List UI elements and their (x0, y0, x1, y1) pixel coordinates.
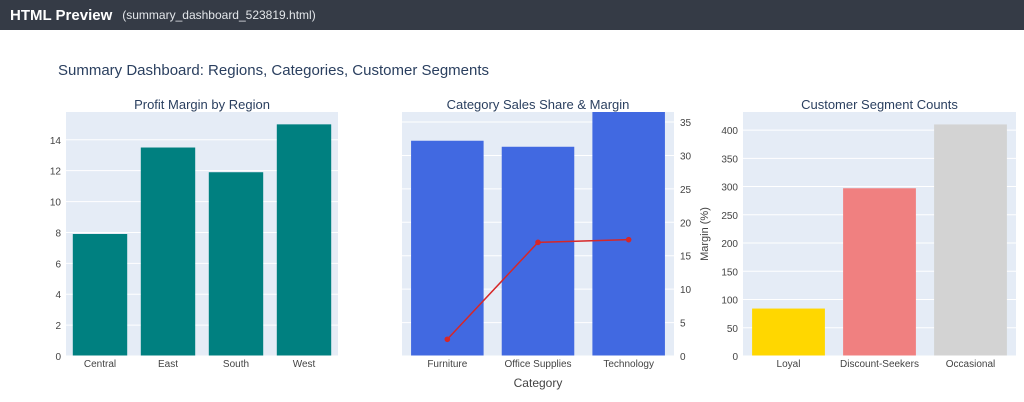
app-title: HTML Preview (10, 6, 113, 24)
y2-tick-label: 20 (680, 218, 692, 229)
x-tick-label: South (223, 359, 249, 370)
x-tick-label: Technology (603, 359, 654, 370)
y2-tick-label: 15 (680, 252, 692, 263)
y-tick-label: 8 (55, 228, 61, 239)
x-tick-label: Loyal (777, 359, 801, 370)
bar-occasional (934, 124, 1007, 356)
bar-office-supplies (501, 146, 575, 356)
y-tick-label: 12 (50, 167, 62, 178)
x-tick-label: West (293, 359, 316, 370)
margin-point-technology (625, 236, 632, 243)
y-tick-label: 50 (727, 324, 739, 335)
file-name: (summary_dashboard_523819.html) (122, 8, 316, 22)
y-tick-label: 0 (55, 352, 61, 363)
x-tick-label: East (158, 359, 178, 370)
y-tick-label: 4 (55, 290, 61, 301)
bar-central (72, 234, 128, 356)
y2-tick-label: 30 (680, 151, 692, 162)
y-tick-label: 150 (721, 267, 738, 278)
x-tick-label: Occasional (946, 359, 995, 370)
y2-tick-label: 35 (680, 118, 692, 129)
x-tick-label: Office Supplies (504, 359, 571, 370)
dashboard-title: Summary Dashboard: Regions, Categories, … (58, 62, 489, 79)
y-tick-label: 6 (55, 259, 61, 270)
bar-discount-seekers (843, 188, 916, 356)
category-sales-share-chart: Category Sales Share & Margin 0 5 10 15 20 25 3… (402, 97, 711, 390)
y2-axis-label: Margin (%) (699, 207, 711, 261)
x-tick-label: Furniture (427, 359, 467, 370)
customer-segment-counts-chart: Customer Segment Counts 0 50 100 150 200 250 30… (721, 97, 1016, 370)
y2-tick-label: 25 (680, 185, 692, 196)
y2-tick-label: 5 (680, 319, 686, 330)
x-axis-label: Category (514, 376, 563, 390)
title-bar: HTML Preview (summary_dashboard_523819.h… (0, 0, 1024, 30)
bar-furniture (411, 140, 484, 356)
profit-margin-by-region-chart: Profit Margin by Region 0 2 4 6 8 10 12 14 Centra… (50, 97, 338, 370)
y-tick-label: 350 (721, 154, 738, 165)
chart-title: Category Sales Share & Margin (447, 97, 630, 112)
bar-loyal (752, 308, 825, 356)
y2-tick-label: 0 (680, 352, 686, 363)
y-tick-label: 300 (721, 183, 738, 194)
chart-title: Profit Margin by Region (134, 97, 270, 112)
bar-west (276, 124, 332, 356)
y-tick-label: 0 (732, 352, 738, 363)
y-tick-label: 100 (721, 296, 738, 307)
x-tick-label: Central (84, 359, 116, 370)
margin-point-office-supplies (535, 239, 541, 246)
y-tick-label: 400 (721, 126, 738, 137)
bar-east (140, 147, 196, 356)
y-tick-label: 2 (55, 321, 61, 332)
bar-south (208, 172, 264, 356)
bar-technology (592, 112, 665, 356)
y-tick-label: 10 (50, 198, 62, 209)
x-tick-label: Discount-Seekers (840, 359, 919, 370)
y2-tick-label: 10 (680, 285, 692, 296)
chart-title: Customer Segment Counts (801, 97, 958, 112)
margin-point-furniture (444, 336, 451, 343)
y-tick-label: 250 (721, 211, 738, 222)
y-tick-label: 14 (50, 136, 62, 147)
y-tick-label: 200 (721, 239, 738, 250)
